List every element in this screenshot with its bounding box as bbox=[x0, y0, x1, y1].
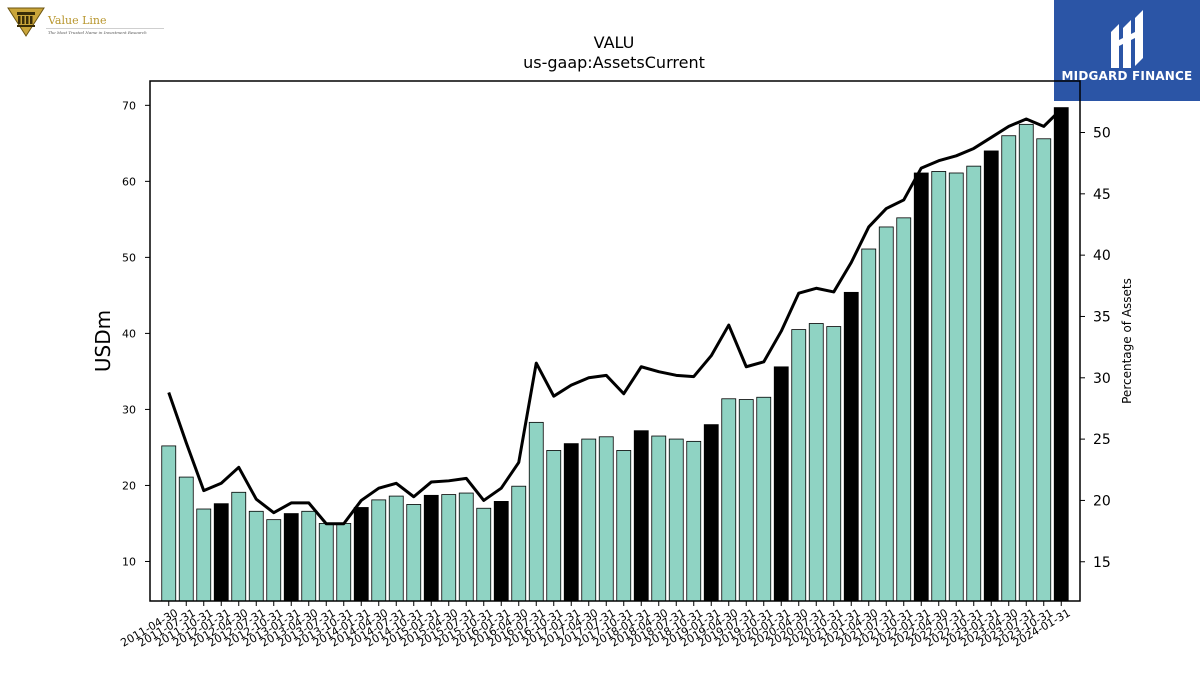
bar bbox=[773, 366, 789, 602]
midgard-finance-name: MIDGARD FINANCE bbox=[1061, 69, 1193, 83]
y2-tick-label: 30 bbox=[1093, 371, 1111, 387]
midgard-emblem-icon bbox=[1111, 10, 1143, 68]
bar bbox=[231, 491, 247, 602]
chart-subtitle: us-gaap:AssetsCurrent bbox=[523, 53, 705, 72]
bar bbox=[458, 492, 474, 602]
bar bbox=[843, 291, 859, 602]
bar bbox=[668, 438, 684, 602]
y2-axis-label: Percentage of Assets bbox=[1120, 278, 1134, 404]
plot-frame bbox=[149, 80, 1081, 602]
bar bbox=[301, 510, 317, 602]
value-line-name: Value Line bbox=[48, 14, 107, 27]
bar bbox=[1053, 107, 1069, 602]
bar bbox=[371, 499, 387, 602]
y2-tick-label: 40 bbox=[1093, 248, 1111, 264]
bar bbox=[721, 398, 737, 602]
bar bbox=[738, 399, 754, 602]
bar bbox=[616, 450, 632, 602]
bar bbox=[651, 435, 667, 602]
y-tick-label: 30 bbox=[122, 403, 136, 416]
bar bbox=[178, 476, 194, 602]
midgard-finance-logo: MIDGARD FINANCE bbox=[1054, 0, 1200, 101]
y2-tick-label: 50 bbox=[1093, 126, 1111, 142]
bar bbox=[808, 323, 824, 602]
bar bbox=[913, 172, 929, 602]
bar bbox=[423, 494, 439, 602]
series-line bbox=[167, 108, 1063, 526]
y-tick-label: 50 bbox=[122, 251, 136, 264]
bar bbox=[511, 485, 527, 602]
bar bbox=[441, 494, 457, 602]
bar bbox=[861, 248, 877, 602]
bar bbox=[213, 503, 229, 602]
bar bbox=[266, 519, 282, 602]
bar bbox=[406, 504, 422, 602]
value-line-divider bbox=[46, 28, 164, 29]
bar bbox=[703, 424, 719, 602]
bar bbox=[756, 396, 772, 602]
bar bbox=[528, 421, 544, 602]
y2-tick-label: 15 bbox=[1093, 555, 1111, 571]
value-line-tagline: The Most Trusted Name in Investment Rese… bbox=[48, 30, 147, 35]
bar bbox=[493, 501, 509, 602]
bar bbox=[791, 329, 807, 602]
y-tick-label: 70 bbox=[122, 99, 136, 112]
y-axis-label: USDm bbox=[91, 310, 115, 372]
value-line-logo: Value Line The Most Trusted Name in Inve… bbox=[6, 6, 166, 40]
bar bbox=[1018, 123, 1034, 602]
bar bbox=[196, 508, 212, 602]
bar bbox=[161, 445, 177, 602]
bar bbox=[1001, 135, 1017, 602]
bar bbox=[546, 450, 562, 602]
y2-tick-label: 45 bbox=[1093, 187, 1111, 203]
bar bbox=[318, 523, 334, 602]
bar bbox=[598, 436, 614, 602]
bar bbox=[476, 507, 492, 602]
y-tick-label: 20 bbox=[122, 479, 136, 492]
bar bbox=[983, 150, 999, 602]
bar bbox=[336, 523, 352, 602]
bar bbox=[948, 172, 964, 602]
bar bbox=[896, 217, 912, 602]
bar bbox=[353, 507, 369, 602]
bar bbox=[248, 510, 264, 602]
value-line-emblem-icon bbox=[7, 7, 45, 37]
bar bbox=[1036, 138, 1052, 602]
bar bbox=[686, 440, 702, 602]
y-tick-label: 60 bbox=[122, 175, 136, 188]
bar bbox=[388, 495, 404, 602]
bar bbox=[581, 438, 597, 602]
y-tick-label: 10 bbox=[122, 555, 136, 568]
bar bbox=[283, 513, 299, 602]
bar bbox=[826, 326, 842, 602]
y-tick-label: 40 bbox=[122, 327, 136, 340]
bar bbox=[966, 165, 982, 602]
bar bbox=[563, 443, 579, 602]
y2-tick-label: 20 bbox=[1093, 493, 1111, 509]
y2-tick-label: 25 bbox=[1093, 432, 1111, 448]
y2-tick-label: 35 bbox=[1093, 309, 1111, 325]
bar bbox=[633, 430, 649, 602]
chart-title: VALU bbox=[594, 33, 635, 52]
bar bbox=[931, 171, 947, 602]
bar bbox=[878, 226, 894, 602]
